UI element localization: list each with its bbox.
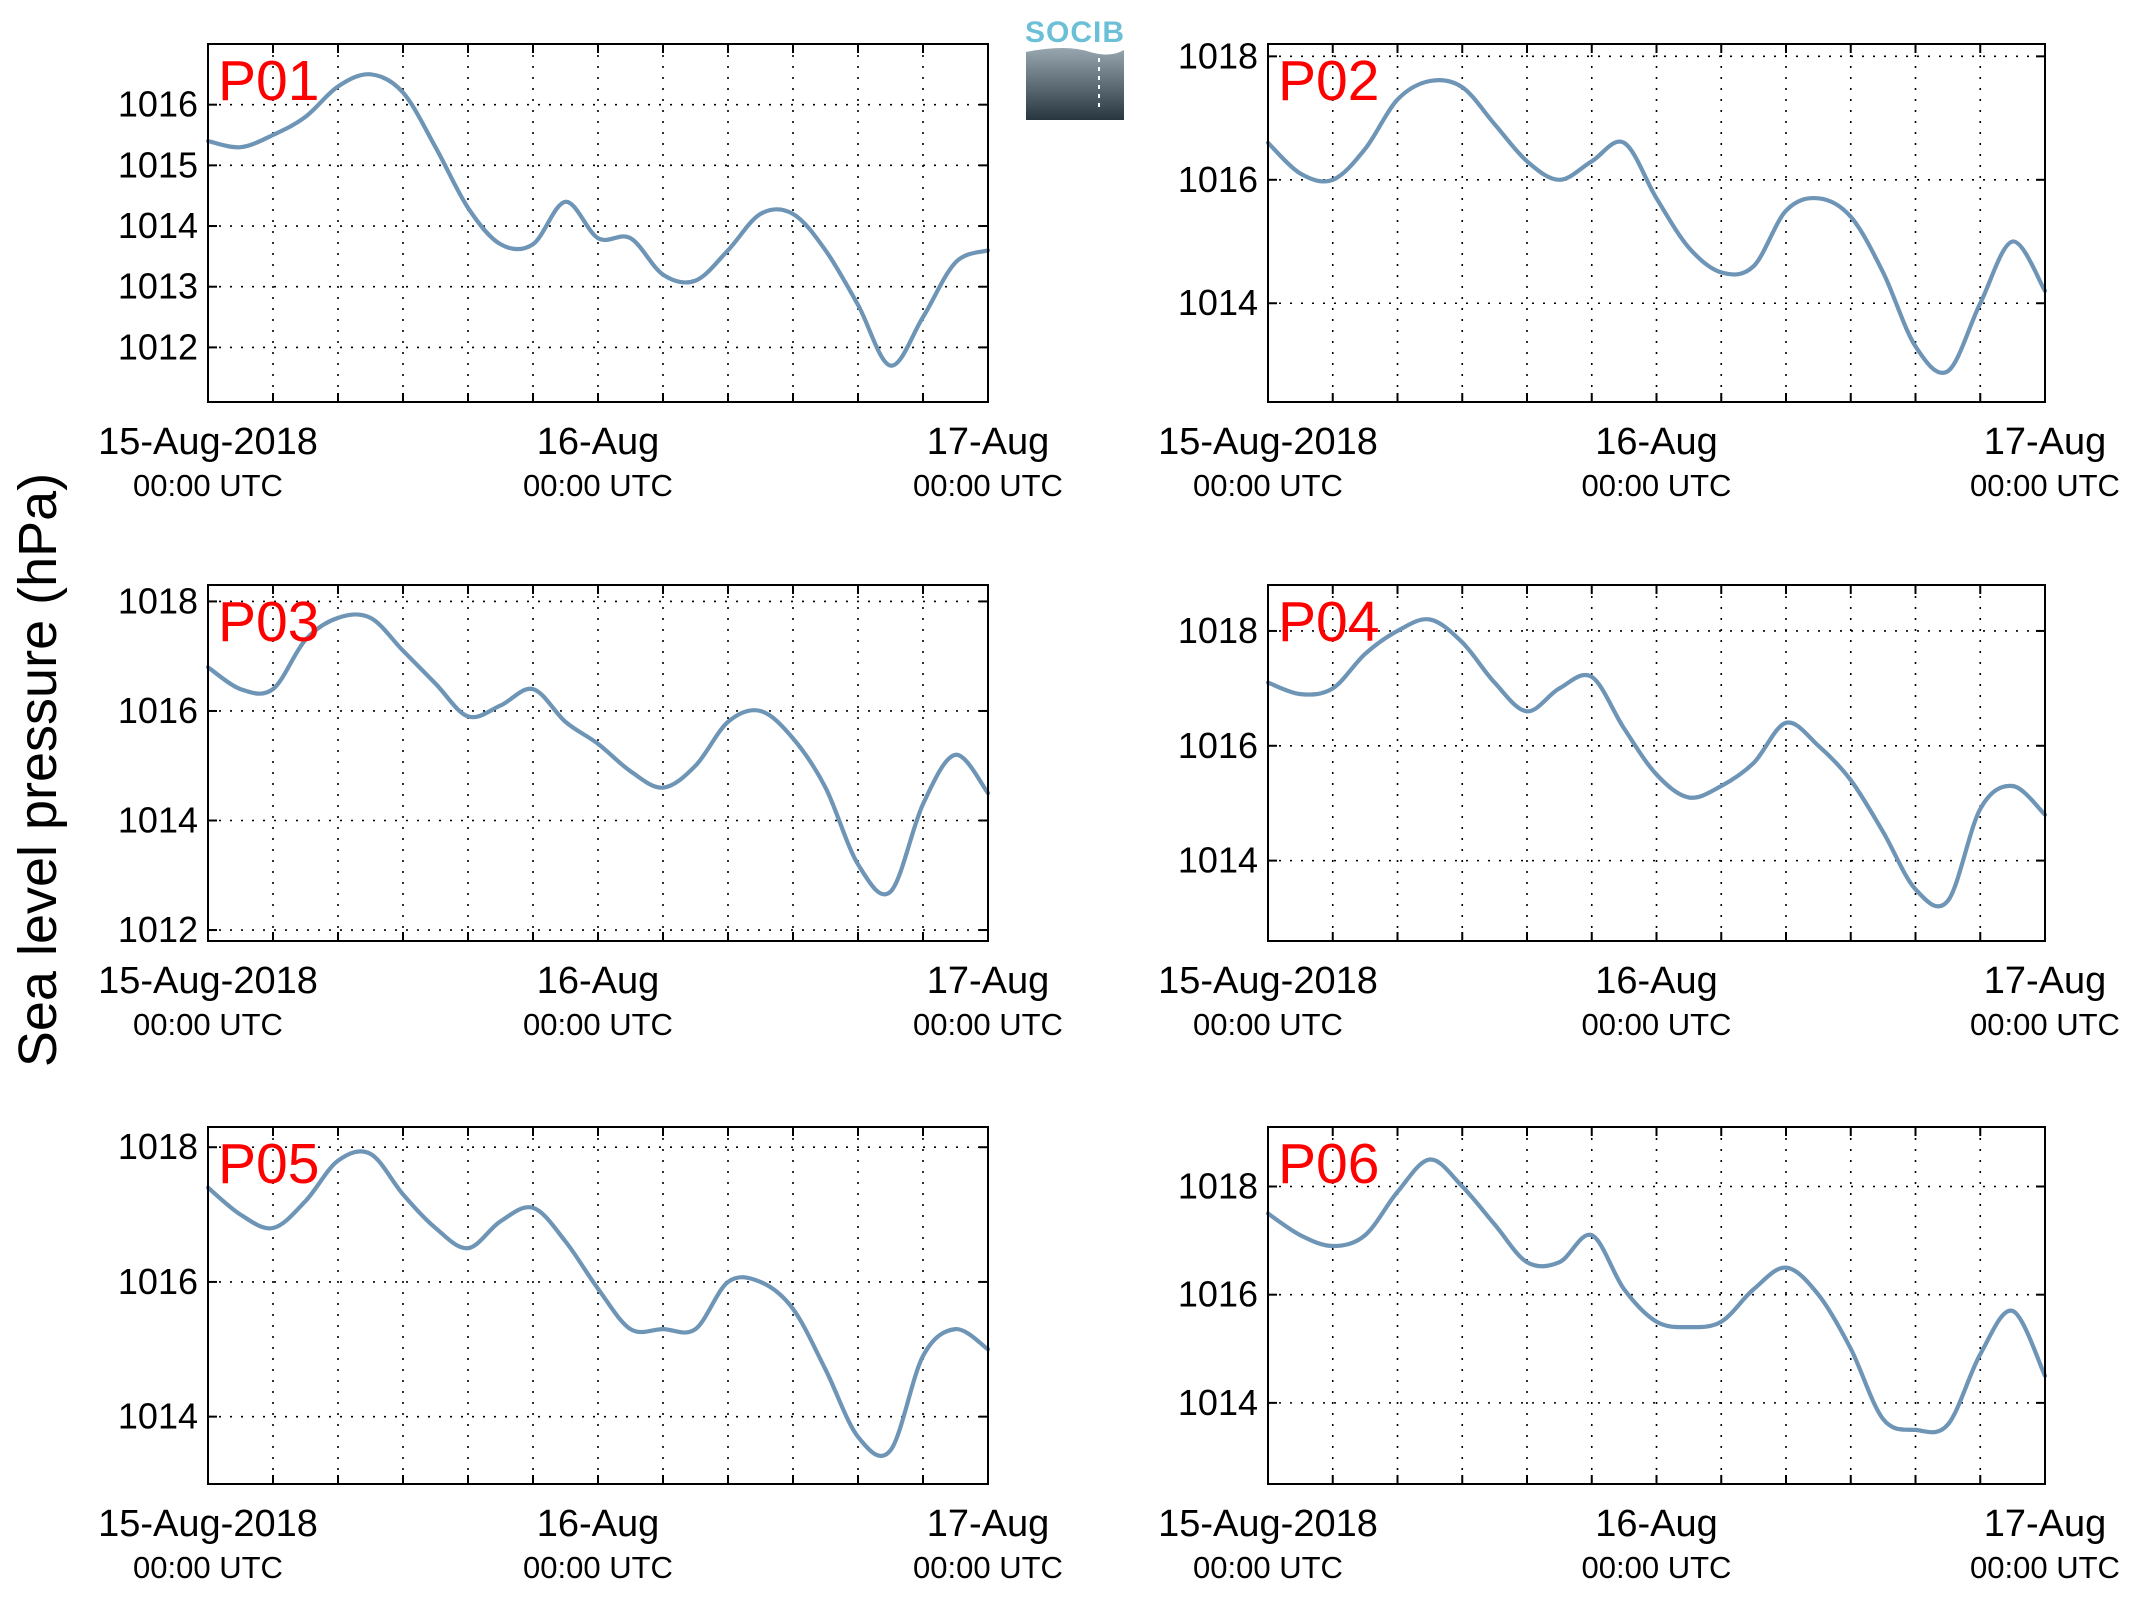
series-line	[205, 72, 991, 368]
x-tick-time-2: 00:00 UTC	[913, 1550, 1063, 1585]
x-tick-date-1: 16-Aug	[537, 960, 660, 1002]
y-axis-label: Sea level pressure (hPa)	[8, 473, 68, 1067]
x-tick-date-2: 17-Aug	[927, 960, 1050, 1002]
panel-label: P06	[1278, 1132, 1379, 1196]
x-tick-date-2: 17-Aug	[927, 1503, 1050, 1545]
x-tick-time-2: 00:00 UTC	[1970, 468, 2120, 503]
logo-wave	[1026, 48, 1124, 120]
y-tick-label-2: 1016	[118, 690, 198, 731]
panel-P05: 15-Aug-2018 00:00 UTC 16-Aug 00:00 UTC 1…	[98, 1126, 1063, 1585]
panel-label: P01	[218, 49, 319, 113]
y-tick-label-0: 1014	[118, 1396, 198, 1437]
panel-P02: 15-Aug-2018 00:00 UTC 16-Aug 00:00 UTC 1…	[1158, 35, 2120, 503]
x-tick-time-2: 00:00 UTC	[1970, 1550, 2120, 1585]
x-tick-time-1: 00:00 UTC	[523, 468, 673, 503]
x-tick-time-0: 00:00 UTC	[1193, 1007, 1343, 1042]
series-line	[1265, 1157, 2048, 1435]
x-tick-date-2: 17-Aug	[927, 421, 1050, 463]
grid	[1268, 585, 2045, 941]
x-tick-date-0: 15-Aug-2018	[1158, 1503, 1378, 1545]
grid	[208, 44, 988, 402]
x-tick-time-0: 00:00 UTC	[1193, 1550, 1343, 1585]
x-tick-time-2: 00:00 UTC	[913, 1007, 1063, 1042]
y-tick-label-2: 1018	[1178, 1166, 1258, 1207]
y-tick-label-2: 1018	[118, 1126, 198, 1167]
panel-label: P04	[1278, 590, 1379, 654]
panel-label: P05	[218, 1132, 319, 1196]
ticks	[207, 44, 989, 402]
x-tick-date-2: 17-Aug	[1984, 960, 2107, 1002]
x-tick-time-1: 00:00 UTC	[523, 1007, 673, 1042]
y-tick-label-0: 1012	[118, 326, 198, 367]
series-line	[1265, 78, 2048, 375]
y-tick-label-2: 1018	[1178, 35, 1258, 76]
y-tick-label-0: 1014	[1178, 840, 1258, 881]
panel-P01: 15-Aug-2018 00:00 UTC 16-Aug 00:00 UTC 1…	[98, 43, 1063, 503]
x-tick-time-0: 00:00 UTC	[133, 1007, 283, 1042]
x-tick-date-0: 15-Aug-2018	[98, 960, 318, 1002]
y-tick-label-2: 1018	[1178, 610, 1258, 651]
y-tick-label-1: 1014	[118, 800, 198, 841]
x-tick-date-1: 16-Aug	[537, 421, 660, 463]
x-tick-time-0: 00:00 UTC	[1193, 468, 1343, 503]
x-tick-date-0: 15-Aug-2018	[98, 421, 318, 463]
y-tick-label-3: 1015	[118, 144, 198, 185]
ticks	[207, 1127, 989, 1484]
y-tick-label-4: 1016	[118, 84, 198, 125]
series-line	[1265, 617, 2048, 909]
panel-P04: 15-Aug-2018 00:00 UTC 16-Aug 00:00 UTC 1…	[1158, 584, 2120, 1042]
logo-text: SOCIB	[1025, 16, 1125, 49]
y-tick-label-1: 1013	[118, 266, 198, 307]
x-tick-time-2: 00:00 UTC	[1970, 1007, 2120, 1042]
y-tick-label-1: 1016	[1178, 1274, 1258, 1315]
x-tick-date-1: 16-Aug	[537, 1503, 660, 1545]
x-tick-date-0: 15-Aug-2018	[1158, 960, 1378, 1002]
y-tick-label-1: 1016	[1178, 725, 1258, 766]
grid	[208, 1127, 988, 1484]
series-line	[205, 612, 991, 897]
ticks	[1267, 585, 2046, 941]
panel-label: P03	[218, 590, 319, 654]
ticks	[1267, 44, 2046, 402]
grid	[208, 585, 988, 941]
x-tick-time-1: 00:00 UTC	[1582, 468, 1732, 503]
y-tick-label-2: 1014	[118, 205, 198, 246]
x-tick-time-1: 00:00 UTC	[523, 1550, 673, 1585]
x-tick-date-0: 15-Aug-2018	[1158, 421, 1378, 463]
y-tick-label-3: 1018	[118, 580, 198, 621]
y-tick-label-1: 1016	[1178, 159, 1258, 200]
x-tick-time-1: 00:00 UTC	[1582, 1550, 1732, 1585]
x-tick-time-2: 00:00 UTC	[913, 468, 1063, 503]
panel-P06: 15-Aug-2018 00:00 UTC 16-Aug 00:00 UTC 1…	[1158, 1126, 2120, 1585]
panel-P03: 15-Aug-2018 00:00 UTC 16-Aug 00:00 UTC 1…	[98, 580, 1063, 1042]
x-tick-date-1: 16-Aug	[1595, 421, 1718, 463]
ticks	[207, 585, 989, 941]
x-tick-date-0: 15-Aug-2018	[98, 1503, 318, 1545]
panel-label: P02	[1278, 49, 1379, 113]
x-tick-date-2: 17-Aug	[1984, 1503, 2107, 1545]
series-line	[205, 1149, 991, 1458]
x-tick-time-1: 00:00 UTC	[1582, 1007, 1732, 1042]
y-tick-label-0: 1014	[1178, 282, 1258, 323]
grid	[1268, 1127, 2045, 1484]
x-tick-date-2: 17-Aug	[1984, 421, 2107, 463]
y-tick-label-1: 1016	[118, 1261, 198, 1302]
socib-logo: SOCIB	[1025, 16, 1125, 120]
ticks	[1267, 1127, 2046, 1484]
x-tick-time-0: 00:00 UTC	[133, 468, 283, 503]
y-tick-label-0: 1014	[1178, 1382, 1258, 1423]
x-tick-time-0: 00:00 UTC	[133, 1550, 283, 1585]
y-tick-label-0: 1012	[118, 909, 198, 950]
x-tick-date-1: 16-Aug	[1595, 960, 1718, 1002]
x-tick-date-1: 16-Aug	[1595, 1503, 1718, 1545]
grid	[1268, 44, 2045, 402]
